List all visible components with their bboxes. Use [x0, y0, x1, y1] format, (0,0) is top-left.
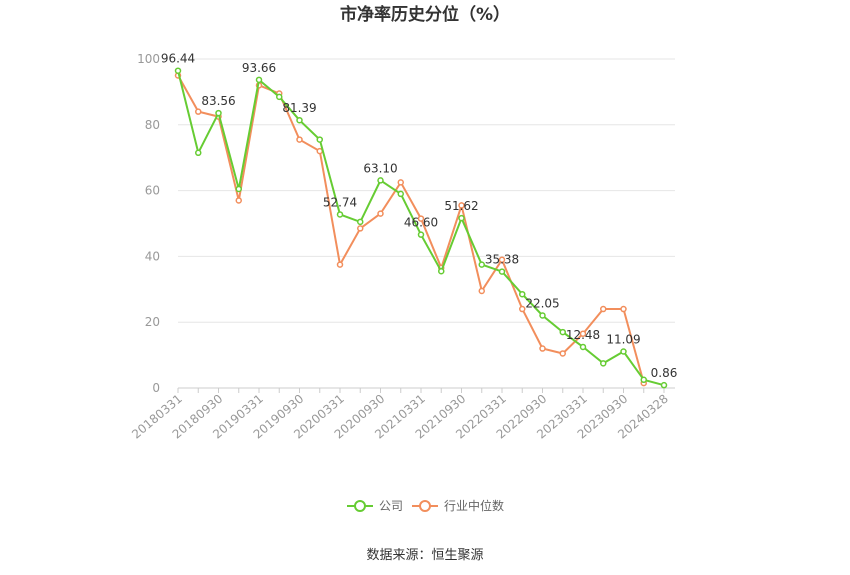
data-labels: 96.44 83.56 93.66 81.39 52.74 63.10 46.60 51.62…	[161, 52, 678, 380]
data-point-company[interactable]	[539, 312, 546, 319]
series-group	[174, 67, 668, 389]
data-point-industry[interactable]	[377, 210, 384, 217]
y-tick-label: 60	[145, 184, 160, 198]
data-point-company[interactable]	[316, 136, 323, 143]
data-label: 35.38	[485, 253, 519, 267]
data-point-industry[interactable]	[478, 287, 485, 295]
data-label: 51.62	[444, 199, 478, 213]
data-label: 96.44	[161, 52, 195, 66]
data-point-company[interactable]	[276, 93, 283, 101]
data-label: 0.86	[651, 366, 678, 380]
data-point-industry[interactable]	[620, 305, 627, 313]
source-note: 数据来源：恒生聚源	[366, 548, 483, 563]
data-point-company[interactable]	[377, 177, 384, 184]
data-point-industry[interactable]	[539, 345, 546, 352]
data-point-company[interactable]	[174, 67, 182, 74]
legend[interactable]: 公司 行业中位数	[347, 498, 504, 513]
chart-title: 市净率历史分位（%）	[340, 4, 510, 25]
data-label: 11.09	[606, 333, 640, 347]
data-point-industry[interactable]	[336, 261, 344, 268]
data-point-company[interactable]	[640, 376, 647, 384]
data-point-company[interactable]	[559, 328, 566, 336]
y-tick-label: 20	[145, 315, 160, 329]
data-point-industry[interactable]	[417, 215, 425, 222]
data-point-industry[interactable]	[458, 202, 465, 209]
data-point-company[interactable]	[458, 214, 465, 222]
data-point-company[interactable]	[519, 290, 526, 298]
data-label: 46.60	[404, 216, 438, 230]
data-point-industry[interactable]	[235, 197, 242, 204]
data-point-company[interactable]	[336, 211, 344, 218]
legend-industry-marker	[419, 500, 431, 512]
data-label: 81.39	[282, 101, 316, 115]
data-point-company[interactable]	[660, 381, 668, 389]
data-point-industry[interactable]	[579, 330, 587, 337]
legend-industry-label[interactable]: 行业中位数	[444, 498, 504, 513]
legend-company-marker	[354, 500, 366, 512]
data-point-industry[interactable]	[195, 108, 202, 115]
data-point-company[interactable]	[397, 190, 404, 198]
y-tick-label: 0	[152, 381, 160, 395]
data-point-industry[interactable]	[357, 225, 364, 232]
data-point-industry[interactable]	[600, 305, 607, 313]
x-axis: 2018033120180930201903312019093020200331…	[129, 387, 675, 442]
data-label: 63.10	[363, 161, 397, 175]
data-point-company[interactable]	[579, 343, 587, 351]
data-point-company[interactable]	[438, 267, 445, 275]
data-label: 83.56	[201, 94, 235, 108]
data-label: 52.74	[323, 195, 357, 209]
data-point-company[interactable]	[620, 348, 627, 355]
data-label: 12.48	[566, 328, 600, 342]
data-point-company[interactable]	[215, 109, 222, 117]
legend-company-label[interactable]: 公司	[379, 499, 403, 513]
data-point-company[interactable]	[195, 149, 202, 157]
data-point-company[interactable]	[600, 360, 607, 367]
series-line-industry	[177, 74, 645, 384]
y-tick-label: 100	[137, 52, 160, 66]
y-tick-label: 80	[145, 118, 160, 132]
data-point-industry[interactable]	[498, 256, 506, 263]
data-point-company[interactable]	[478, 261, 485, 268]
y-axis: 0 20 40 60 80 100	[137, 52, 160, 395]
data-point-industry[interactable]	[296, 136, 303, 143]
data-point-company[interactable]	[357, 218, 364, 226]
data-point-industry[interactable]	[519, 305, 526, 313]
y-tick-label: 40	[145, 249, 160, 263]
data-label: 22.05	[525, 296, 559, 310]
data-point-company[interactable]	[255, 76, 263, 84]
data-point-company[interactable]	[498, 268, 506, 275]
data-point-company[interactable]	[296, 116, 303, 124]
data-label: 93.66	[242, 61, 276, 75]
data-point-industry[interactable]	[397, 179, 404, 186]
data-point-company[interactable]	[235, 185, 242, 193]
data-point-industry[interactable]	[559, 350, 566, 357]
data-point-company[interactable]	[417, 231, 425, 238]
